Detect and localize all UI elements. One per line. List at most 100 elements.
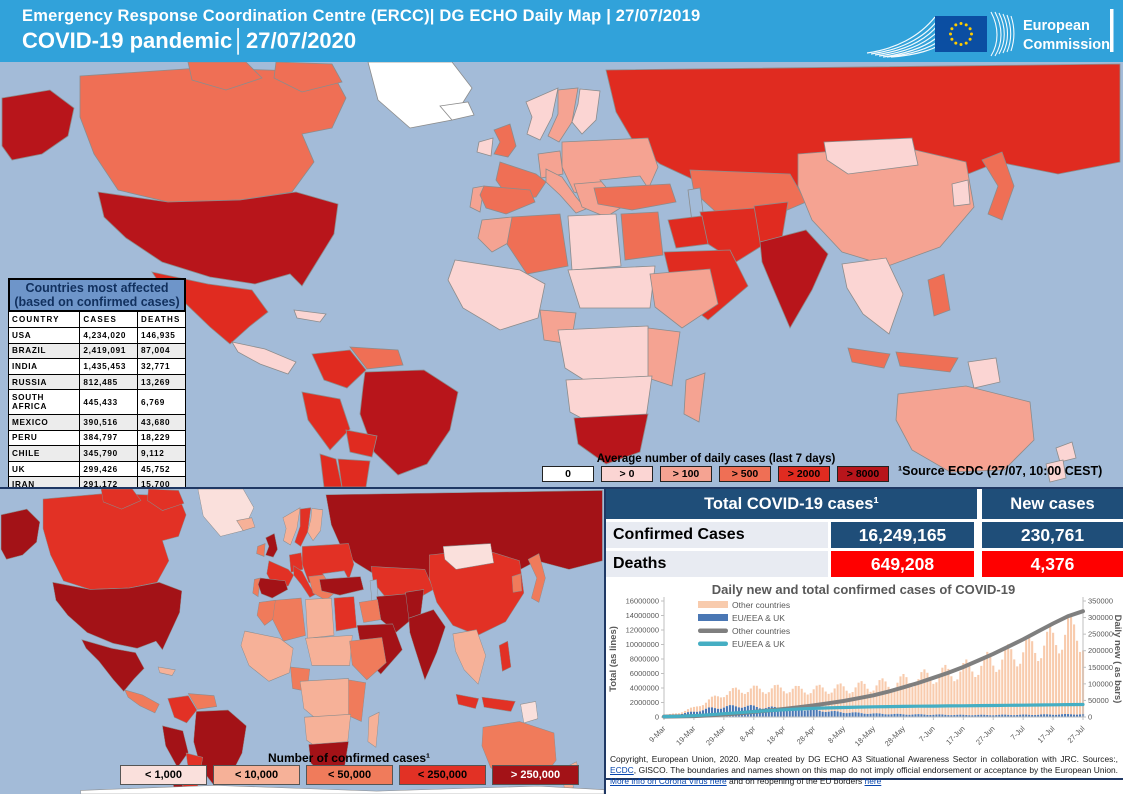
bar-eu-daily xyxy=(845,713,848,717)
bar-other-daily xyxy=(923,669,926,715)
eu-flag xyxy=(935,16,987,52)
bar-other-daily xyxy=(1010,649,1013,716)
deaths-cell: 45,752 xyxy=(137,460,186,478)
bar-other-daily xyxy=(992,665,995,716)
bar-eu-daily xyxy=(824,712,827,717)
bar-eu-daily xyxy=(893,713,896,717)
region-finland xyxy=(307,508,323,542)
legend-swatch: > 500 xyxy=(719,466,771,482)
bar-other-daily xyxy=(743,693,746,707)
confirmed-cases-label: Confirmed Cases xyxy=(606,522,828,548)
bar-eu-daily xyxy=(710,707,713,717)
bar-eu-daily xyxy=(833,710,836,717)
chart-title: Daily new and total confirmed cases of C… xyxy=(712,582,1015,597)
bar-other-daily xyxy=(920,672,923,715)
region-uk xyxy=(265,533,278,558)
region-seasia xyxy=(841,257,904,335)
bar-other-daily xyxy=(887,686,890,715)
region-mexico xyxy=(81,639,145,692)
countries-most-affected-table: Countries most affected (based on confir… xyxy=(7,278,186,493)
region-finland xyxy=(571,88,601,135)
bar-other-daily xyxy=(758,688,761,709)
region-libya xyxy=(567,213,622,271)
x-axis-label: 19-Mar xyxy=(674,724,698,748)
chart-text: 0 xyxy=(1088,713,1092,722)
region-libya xyxy=(305,597,335,639)
table-row: INDIA 1,435,453 32,771 xyxy=(7,358,186,375)
region-spain xyxy=(479,185,536,215)
daily-cases-legend: 0 > 0 > 100 > 500 > 2000 > 8000 xyxy=(542,466,896,482)
region-eafrica xyxy=(647,327,681,387)
bar-other-daily xyxy=(1013,659,1016,716)
bar-eu-daily xyxy=(1052,714,1055,717)
bar-eu-daily xyxy=(1037,714,1040,717)
cases-cell: 445,433 xyxy=(79,389,138,415)
bar-other-daily xyxy=(908,683,911,715)
bar-eu-daily xyxy=(983,714,986,717)
cases-cell: 345,790 xyxy=(79,445,138,462)
bar-other-daily xyxy=(1052,632,1055,715)
chart-text: 0 xyxy=(655,713,659,722)
bar-eu-daily xyxy=(884,714,887,717)
region-algeria xyxy=(272,597,306,642)
daily-total-cases-chart: Daily new and total confirmed cases of C… xyxy=(608,582,1123,748)
bar-eu-daily xyxy=(815,709,818,717)
region-south_africa xyxy=(573,413,649,465)
bar-other-daily xyxy=(890,690,893,715)
bar-other-daily xyxy=(959,671,962,715)
footer-link-coronavirus[interactable]: More info on Corona Virus here xyxy=(610,776,727,786)
region-wafrica xyxy=(447,259,546,331)
region-korea xyxy=(951,179,971,207)
bar-other-daily xyxy=(938,675,941,715)
bar-eu-daily xyxy=(809,709,812,717)
country-cell: RUSSIA xyxy=(7,373,81,391)
bar-other-daily xyxy=(677,713,681,715)
deaths-total: 649,208 xyxy=(831,551,974,577)
bar-eu-daily xyxy=(974,715,977,717)
bar-eu-daily xyxy=(953,715,956,717)
region-bolivia xyxy=(345,429,378,458)
region-indonesia1 xyxy=(455,693,479,709)
bar-other-daily xyxy=(791,688,794,708)
bar-other-daily xyxy=(950,676,953,716)
table-row: BRAZIL 2,419,091 87,004 xyxy=(7,342,186,360)
chart-text: 150000 xyxy=(1088,663,1113,672)
bar-other-daily xyxy=(695,706,699,712)
bar-other-daily xyxy=(719,697,722,709)
bar-eu-daily xyxy=(785,709,788,717)
bar-eu-daily xyxy=(968,715,971,717)
bar-other-daily xyxy=(1025,639,1028,715)
bar-eu-daily xyxy=(863,713,866,717)
region-norway xyxy=(282,507,301,546)
table-row: RUSSIA 812,485 13,269 xyxy=(7,373,186,391)
bar-other-daily xyxy=(944,664,947,715)
footer-link-borders[interactable]: here xyxy=(864,776,882,786)
region-australia xyxy=(895,385,1035,473)
bar-other-daily xyxy=(1049,626,1052,715)
bar-other-daily xyxy=(779,687,782,710)
affected-col-cases: CASES xyxy=(79,311,138,328)
bar-other-daily xyxy=(737,689,740,708)
footer-link-ecdc[interactable]: ECDC xyxy=(610,765,634,775)
bar-eu-daily xyxy=(1016,714,1019,717)
region-norway xyxy=(525,87,559,141)
deaths-new: 4,376 xyxy=(982,551,1123,577)
affected-table-title: Countries most affected (based on confir… xyxy=(8,278,186,312)
affected-table-title-line2: (based on confirmed cases) xyxy=(14,295,180,309)
bar-other-daily xyxy=(1004,648,1007,715)
footer-text-1: Copyright, European Union, 2020. Map cre… xyxy=(610,754,1118,764)
bar-eu-daily xyxy=(965,715,968,717)
region-philippines xyxy=(927,273,951,317)
bar-other-daily xyxy=(1001,659,1004,715)
x-axis-label: 27-Jul xyxy=(1066,724,1087,745)
bar-eu-daily xyxy=(1046,714,1049,717)
region-india xyxy=(759,229,829,329)
bar-other-daily xyxy=(704,702,707,709)
bar-eu-daily xyxy=(929,714,932,717)
bar-eu-daily xyxy=(935,714,938,717)
bar-eu-daily xyxy=(866,713,869,717)
bar-eu-daily xyxy=(1004,714,1007,717)
world-map-cumulative-svg xyxy=(0,488,605,795)
chart-text: 350000 xyxy=(1088,597,1113,606)
bar-eu-daily xyxy=(926,714,929,717)
